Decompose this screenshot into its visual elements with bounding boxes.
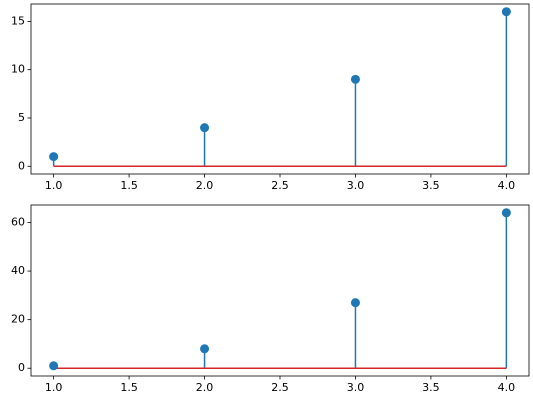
x-tick-label: 4.0 (498, 179, 516, 192)
stem-marker (501, 208, 511, 218)
stem-marker (200, 123, 210, 133)
stem-marker (49, 152, 59, 162)
x-tick-label: 2.5 (271, 179, 289, 192)
stem-marker (350, 298, 360, 308)
y-tick-label: 60 (11, 215, 25, 228)
x-tick-label: 2.5 (271, 381, 289, 394)
x-tick-label: 2.0 (196, 179, 214, 192)
stem-marker (350, 74, 360, 84)
x-tick-label: 1.0 (45, 381, 63, 394)
x-tick-label: 3.5 (422, 381, 440, 394)
x-tick-label: 3.0 (347, 381, 365, 394)
x-tick-label: 2.0 (196, 381, 214, 394)
y-tick-label: 15 (11, 14, 25, 27)
y-tick-label: 0 (18, 361, 25, 374)
y-tick-label: 40 (11, 264, 25, 277)
stem-marker (49, 361, 59, 371)
x-tick-label: 3.0 (347, 179, 365, 192)
x-tick-label: 3.5 (422, 179, 440, 192)
y-tick-label: 0 (18, 159, 25, 172)
stem-marker (501, 7, 511, 17)
x-tick-label: 4.0 (498, 381, 516, 394)
axes-frame (30, 204, 530, 377)
x-tick-label: 1.0 (45, 179, 63, 192)
y-tick-label: 20 (11, 313, 25, 326)
axes-frame (30, 3, 530, 175)
x-tick-label: 1.5 (120, 381, 138, 394)
stem-marker (200, 344, 210, 354)
y-tick-label: 10 (11, 63, 25, 76)
x-tick-label: 1.5 (120, 179, 138, 192)
y-tick-label: 5 (18, 111, 25, 124)
